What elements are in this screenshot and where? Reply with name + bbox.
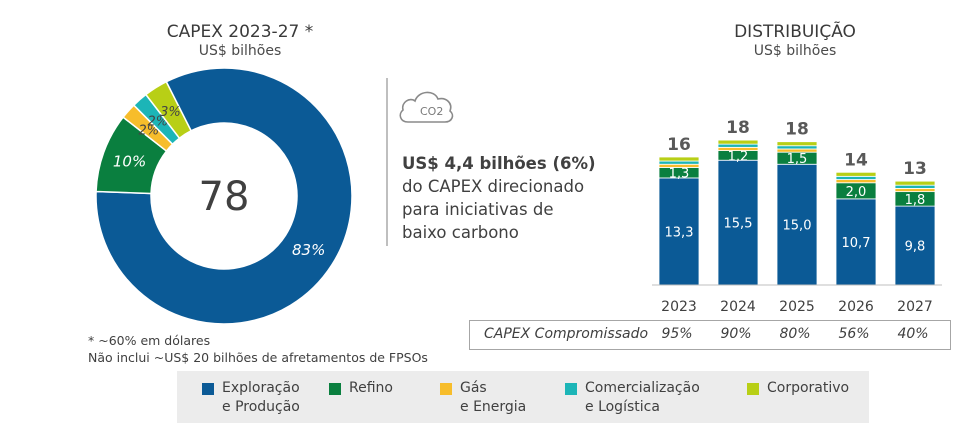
low-carbon-highlight: US$ 4,4 bilhões (6%) do CAPEX direcionad… bbox=[402, 152, 602, 244]
committed-pct-2023: 95% bbox=[661, 326, 693, 342]
x-tick-label: 2023 bbox=[661, 299, 697, 315]
donut-subtitle: US$ bilhões bbox=[198, 43, 282, 59]
bar-segment-label: 2,0 bbox=[846, 185, 867, 200]
bar-segment bbox=[835, 198, 877, 286]
donut-slice-label: 10% bbox=[113, 153, 146, 171]
bar-segment bbox=[658, 160, 700, 165]
bar-total-label: 18 bbox=[785, 120, 809, 140]
bar-segment bbox=[717, 159, 759, 286]
capex-donut-chart: 83% 10% 2%2%3% 78 bbox=[95, 67, 353, 325]
bar-segment bbox=[776, 145, 818, 150]
legend-label: Gás e Energia bbox=[460, 380, 527, 415]
bar-segment bbox=[835, 179, 877, 184]
x-tick-label: 2027 bbox=[897, 299, 933, 315]
committed-pct-2024: 90% bbox=[720, 326, 752, 342]
bar-segment bbox=[717, 146, 759, 151]
bar-segment bbox=[835, 171, 877, 177]
footnote-line: Não inclui ~US$ 20 bilhões de afretament… bbox=[88, 350, 428, 365]
committed-pct-2025: 80% bbox=[779, 326, 811, 342]
bar-segment-label: 15,5 bbox=[724, 217, 753, 232]
legend-swatch bbox=[565, 383, 577, 395]
highlight-line: do CAPEX direcionado bbox=[402, 177, 585, 196]
bar-total-label: 18 bbox=[726, 118, 750, 138]
donut-title: CAPEX 2023-27 * bbox=[166, 22, 314, 42]
bar-segment bbox=[776, 141, 818, 147]
committed-pct-2026: 56% bbox=[838, 326, 870, 342]
legend-swatch bbox=[329, 383, 341, 395]
capex-committed-label: CAPEX Compromissado bbox=[484, 326, 649, 342]
legend-swatch bbox=[747, 383, 759, 395]
donut-slice-label: 2% bbox=[139, 123, 160, 138]
bar-segment bbox=[658, 163, 700, 168]
co2-cloud-icon: CO2 bbox=[399, 91, 454, 123]
bar-segment bbox=[894, 187, 936, 193]
footnote-line: * ~60% em dólares bbox=[88, 333, 211, 348]
bar-chart-subtitle: US$ bilhões bbox=[753, 43, 837, 59]
bar-segment bbox=[658, 156, 700, 162]
bar-segment bbox=[776, 163, 818, 286]
x-tick-label: 2024 bbox=[720, 299, 756, 315]
x-tick-label: 2026 bbox=[838, 299, 874, 315]
legend-label: Corporativo bbox=[767, 380, 850, 396]
donut-slice-label: 3% bbox=[160, 105, 181, 120]
legend: Exploração e Produção Refino Gás e Energ… bbox=[177, 371, 869, 423]
capex-committed-row: CAPEX Compromissado 95% 90% 80% 56% 40% bbox=[469, 320, 951, 350]
donut-slice bbox=[144, 80, 193, 140]
bar-total-label: 16 bbox=[667, 135, 691, 155]
bar-segment-label: 1,8 bbox=[905, 193, 926, 208]
legend-label: Refino bbox=[349, 380, 393, 396]
bar-segment-label: 15,0 bbox=[783, 219, 812, 234]
highlight-amount: US$ 4,4 bilhões (6%) bbox=[402, 154, 596, 173]
donut-slice bbox=[95, 67, 353, 325]
donut-center-value: 78 bbox=[199, 174, 250, 220]
bar-segment bbox=[894, 184, 936, 189]
x-tick-label: 2025 bbox=[779, 299, 815, 315]
bar-segment bbox=[717, 143, 759, 148]
highlight-line: para iniciativas de bbox=[402, 200, 554, 219]
bar-segment bbox=[835, 175, 877, 180]
bar-segment-label: 1,2 bbox=[728, 149, 749, 164]
capex-distribution-bar-chart: 13,3 1,3 16 2023 15,5 1,2 18 2024 15,0 1,5 18 2025 1… bbox=[652, 118, 942, 315]
highlight-line: baixo carbono bbox=[402, 223, 519, 242]
bar-total-label: 13 bbox=[903, 159, 927, 179]
bar-chart-title: DISTRIBUIÇÃO bbox=[734, 22, 856, 42]
bar-segment-label: 1,3 bbox=[669, 167, 690, 182]
divider bbox=[386, 78, 388, 246]
legend-swatch bbox=[202, 383, 214, 395]
committed-pct-2027: 40% bbox=[897, 326, 929, 342]
bar-segment-label: 10,7 bbox=[842, 236, 871, 251]
legend-label: Exploração e Produção bbox=[222, 380, 300, 415]
bar-segment bbox=[717, 139, 759, 145]
bar-segment-label: 1,5 bbox=[787, 152, 808, 167]
bar-segment bbox=[894, 205, 936, 286]
bar-segment bbox=[776, 148, 818, 153]
legend-swatch bbox=[440, 383, 452, 395]
legend-label: Comercialização e Logística bbox=[585, 380, 700, 415]
footnote: * ~60% em dólares Não inclui ~US$ 20 bil… bbox=[88, 332, 428, 366]
bar-segment bbox=[894, 180, 936, 186]
donut-slice-label: 83% bbox=[292, 241, 325, 259]
co2-icon-label: CO2 bbox=[420, 105, 443, 118]
bar-segment-label: 9,8 bbox=[905, 240, 926, 255]
bar-total-label: 14 bbox=[844, 150, 868, 170]
donut-slice-label: 2% bbox=[147, 114, 168, 129]
bar-segment-label: 13,3 bbox=[665, 225, 694, 240]
